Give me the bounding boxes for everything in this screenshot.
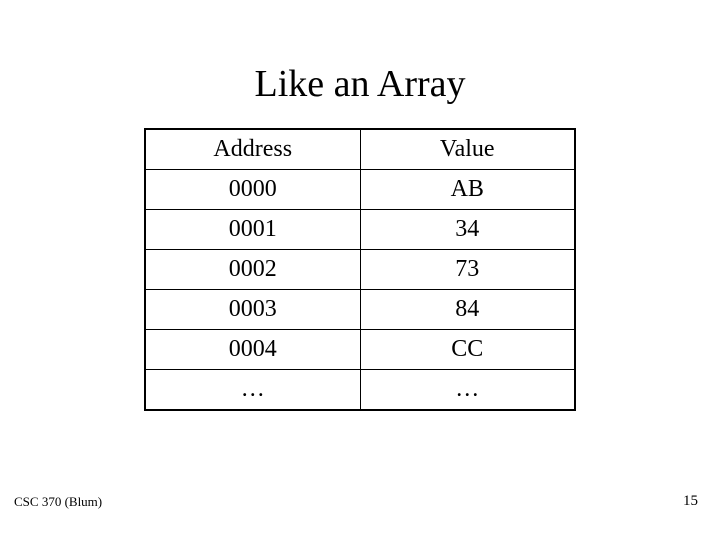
cell-value: 73 — [360, 250, 575, 290]
slide-title: Like an Array — [0, 0, 720, 106]
cell-value: AB — [360, 170, 575, 210]
table-row: … … — [145, 370, 575, 411]
cell-value: 84 — [360, 290, 575, 330]
cell-value: 34 — [360, 210, 575, 250]
cell-value: … — [360, 370, 575, 411]
col-header-value: Value — [360, 129, 575, 170]
cell-address: 0002 — [145, 250, 360, 290]
table-row: 0004 CC — [145, 330, 575, 370]
table-row: 0000 AB — [145, 170, 575, 210]
cell-address: 0001 — [145, 210, 360, 250]
cell-address: 0004 — [145, 330, 360, 370]
table-row: 0001 34 — [145, 210, 575, 250]
col-header-address: Address — [145, 129, 360, 170]
table-row: 0003 84 — [145, 290, 575, 330]
cell-address: 0003 — [145, 290, 360, 330]
cell-address: … — [145, 370, 360, 411]
slide: Like an Array Address Value 0000 AB 0001… — [0, 0, 720, 540]
cell-value: CC — [360, 330, 575, 370]
array-table: Address Value 0000 AB 0001 34 0002 73 — [144, 128, 576, 411]
footer-course: CSC 370 (Blum) — [14, 494, 102, 510]
footer-page-number: 15 — [683, 493, 698, 510]
table-container: Address Value 0000 AB 0001 34 0002 73 — [0, 128, 720, 411]
cell-address: 0000 — [145, 170, 360, 210]
table-row: 0002 73 — [145, 250, 575, 290]
table-header-row: Address Value — [145, 129, 575, 170]
